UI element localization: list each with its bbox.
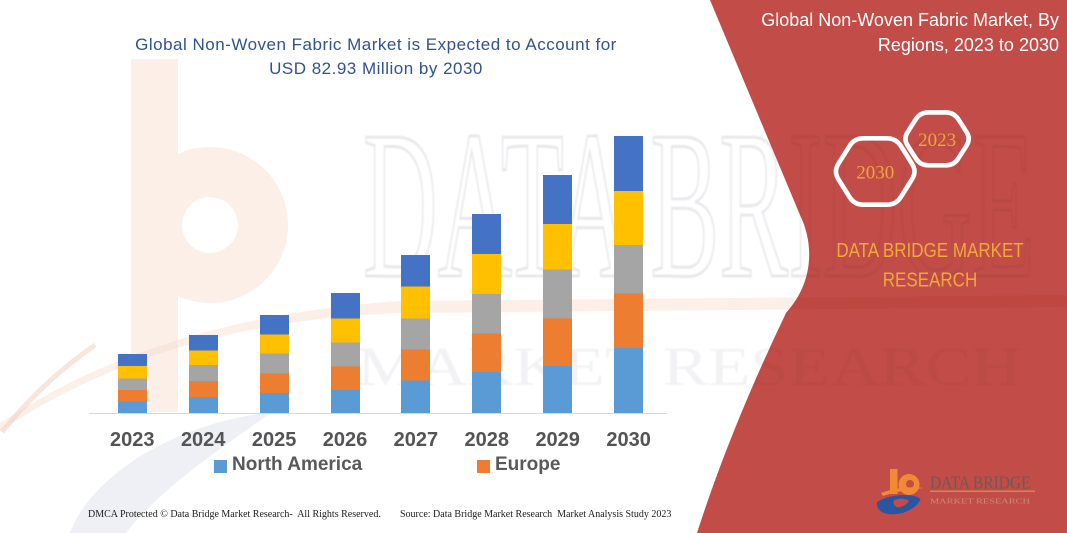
svg-text:2030: 2030 <box>856 163 894 184</box>
svg-text:2023: 2023 <box>918 130 956 151</box>
svg-text:DATA BRIDGE: DATA BRIDGE <box>930 472 1031 492</box>
svg-text:MARKET RESEARCH: MARKET RESEARCH <box>930 497 1031 506</box>
